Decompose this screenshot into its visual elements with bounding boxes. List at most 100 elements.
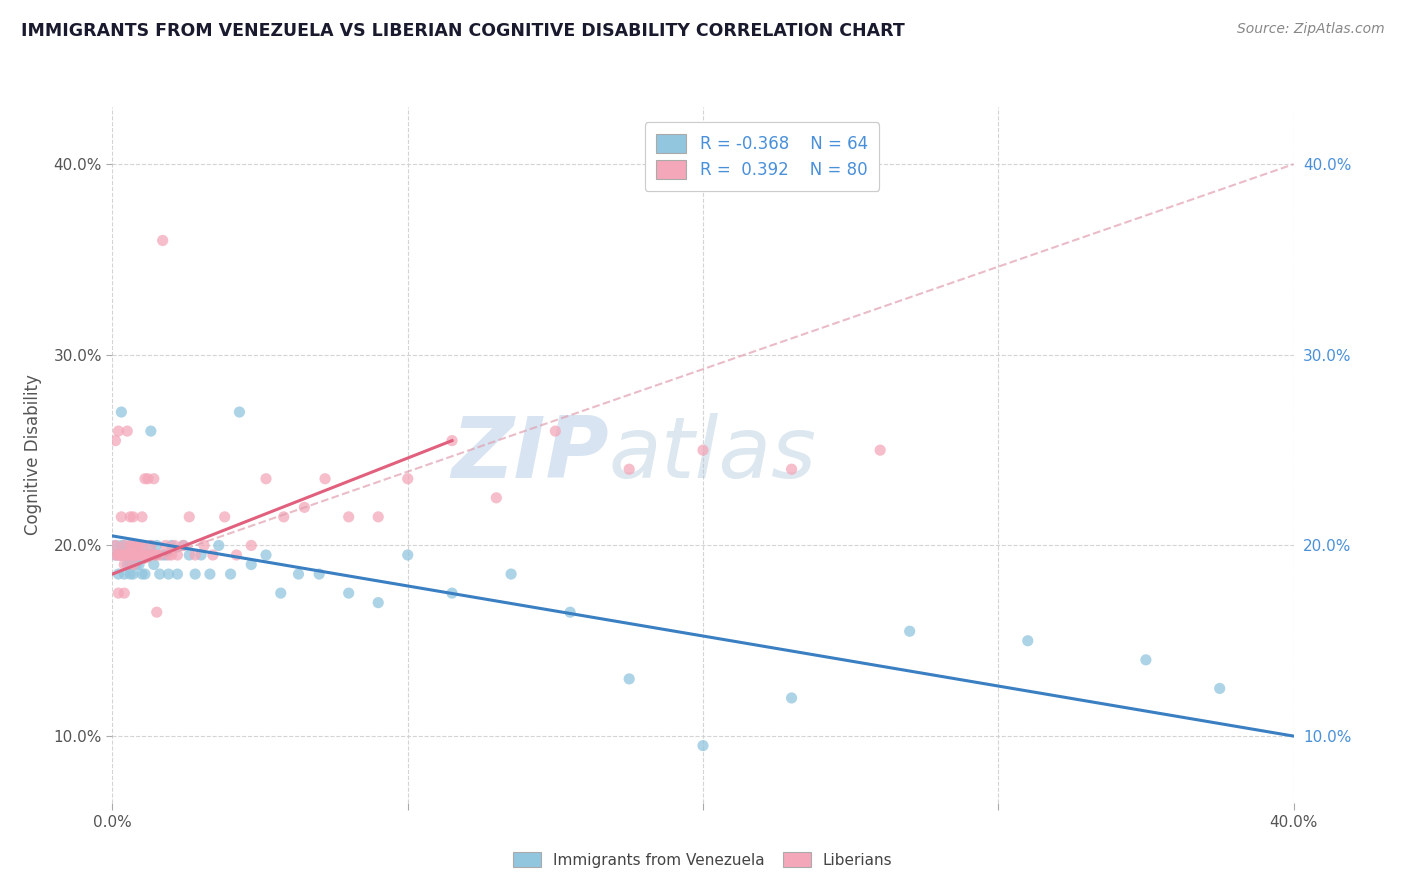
Point: [157, 548, 180, 562]
Point: [184, 567, 207, 582]
Point: [128, 548, 150, 562]
Point: [396, 472, 419, 486]
Point: [314, 472, 336, 486]
Point: [367, 509, 389, 524]
Point: [107, 586, 129, 600]
Point: [110, 548, 132, 562]
Point: [869, 443, 891, 458]
Point: [166, 567, 188, 582]
Point: [228, 405, 250, 419]
Point: [128, 539, 150, 553]
Point: [117, 558, 138, 572]
Point: [120, 539, 142, 553]
Point: [110, 509, 132, 524]
Point: [122, 509, 145, 524]
Point: [1253, 814, 1275, 829]
Point: [128, 558, 150, 572]
Point: [337, 509, 360, 524]
Point: [104, 548, 127, 562]
Point: [146, 548, 169, 562]
Point: [172, 539, 194, 553]
Point: [214, 509, 236, 524]
Point: [139, 539, 162, 553]
Point: [125, 548, 148, 562]
Point: [136, 548, 159, 562]
Point: [219, 567, 242, 582]
Legend: Immigrants from Venezuela, Liberians: Immigrants from Venezuela, Liberians: [506, 844, 900, 875]
Point: [117, 548, 138, 562]
Point: [122, 567, 145, 582]
Text: IMMIGRANTS FROM VENEZUELA VS LIBERIAN COGNITIVE DISABILITY CORRELATION CHART: IMMIGRANTS FROM VENEZUELA VS LIBERIAN CO…: [21, 22, 905, 40]
Point: [110, 548, 132, 562]
Point: [125, 548, 148, 562]
Point: [120, 548, 142, 562]
Point: [122, 548, 145, 562]
Point: [120, 539, 142, 553]
Point: [692, 443, 714, 458]
Point: [152, 234, 174, 248]
Point: [122, 558, 145, 572]
Point: [139, 539, 162, 553]
Point: [692, 739, 714, 753]
Point: [558, 605, 582, 619]
Point: [112, 586, 135, 600]
Point: [107, 567, 129, 582]
Text: ZIP: ZIP: [451, 413, 609, 497]
Point: [120, 509, 142, 524]
Point: [131, 539, 153, 553]
Point: [544, 424, 567, 438]
Point: [292, 500, 315, 515]
Point: [112, 539, 135, 553]
Point: [240, 539, 263, 553]
Point: [270, 586, 292, 600]
Point: [122, 548, 145, 562]
Point: [149, 548, 172, 562]
Point: [146, 539, 169, 553]
Point: [155, 548, 177, 562]
Text: atlas: atlas: [609, 413, 817, 497]
Point: [184, 548, 207, 562]
Point: [117, 548, 138, 562]
Point: [122, 539, 145, 553]
Point: [120, 567, 142, 582]
Point: [120, 558, 142, 572]
Point: [163, 539, 186, 553]
Point: [139, 548, 162, 562]
Text: Source: ZipAtlas.com: Source: ZipAtlas.com: [1237, 22, 1385, 37]
Point: [780, 690, 803, 705]
Point: [441, 586, 464, 600]
Point: [125, 539, 148, 553]
Point: [110, 539, 132, 553]
Point: [142, 472, 165, 486]
Point: [152, 548, 174, 562]
Point: [160, 548, 183, 562]
Point: [485, 491, 508, 505]
Point: [172, 539, 194, 553]
Point: [134, 548, 156, 562]
Point: [898, 624, 921, 639]
Point: [134, 548, 156, 562]
Point: [367, 596, 389, 610]
Point: [125, 539, 148, 553]
Point: [1017, 633, 1039, 648]
Point: [117, 548, 138, 562]
Point: [146, 605, 169, 619]
Point: [107, 548, 129, 562]
Point: [104, 548, 127, 562]
Point: [131, 567, 153, 582]
Legend: R = -0.368    N = 64, R =  0.392    N = 80: R = -0.368 N = 64, R = 0.392 N = 80: [645, 122, 879, 191]
Point: [107, 548, 129, 562]
Point: [179, 548, 201, 562]
Point: [619, 462, 641, 476]
Point: [110, 405, 132, 419]
Point: [142, 558, 165, 572]
Point: [110, 548, 132, 562]
Point: [107, 424, 129, 438]
Point: [149, 567, 172, 582]
Point: [122, 548, 145, 562]
Point: [198, 567, 221, 582]
Point: [112, 548, 135, 562]
Point: [396, 548, 419, 562]
Point: [125, 548, 148, 562]
Point: [160, 539, 183, 553]
